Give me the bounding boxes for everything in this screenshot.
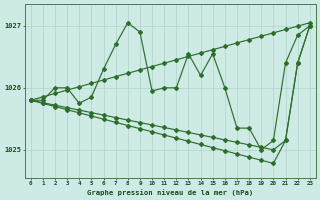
X-axis label: Graphe pression niveau de la mer (hPa): Graphe pression niveau de la mer (hPa) [87, 189, 253, 196]
